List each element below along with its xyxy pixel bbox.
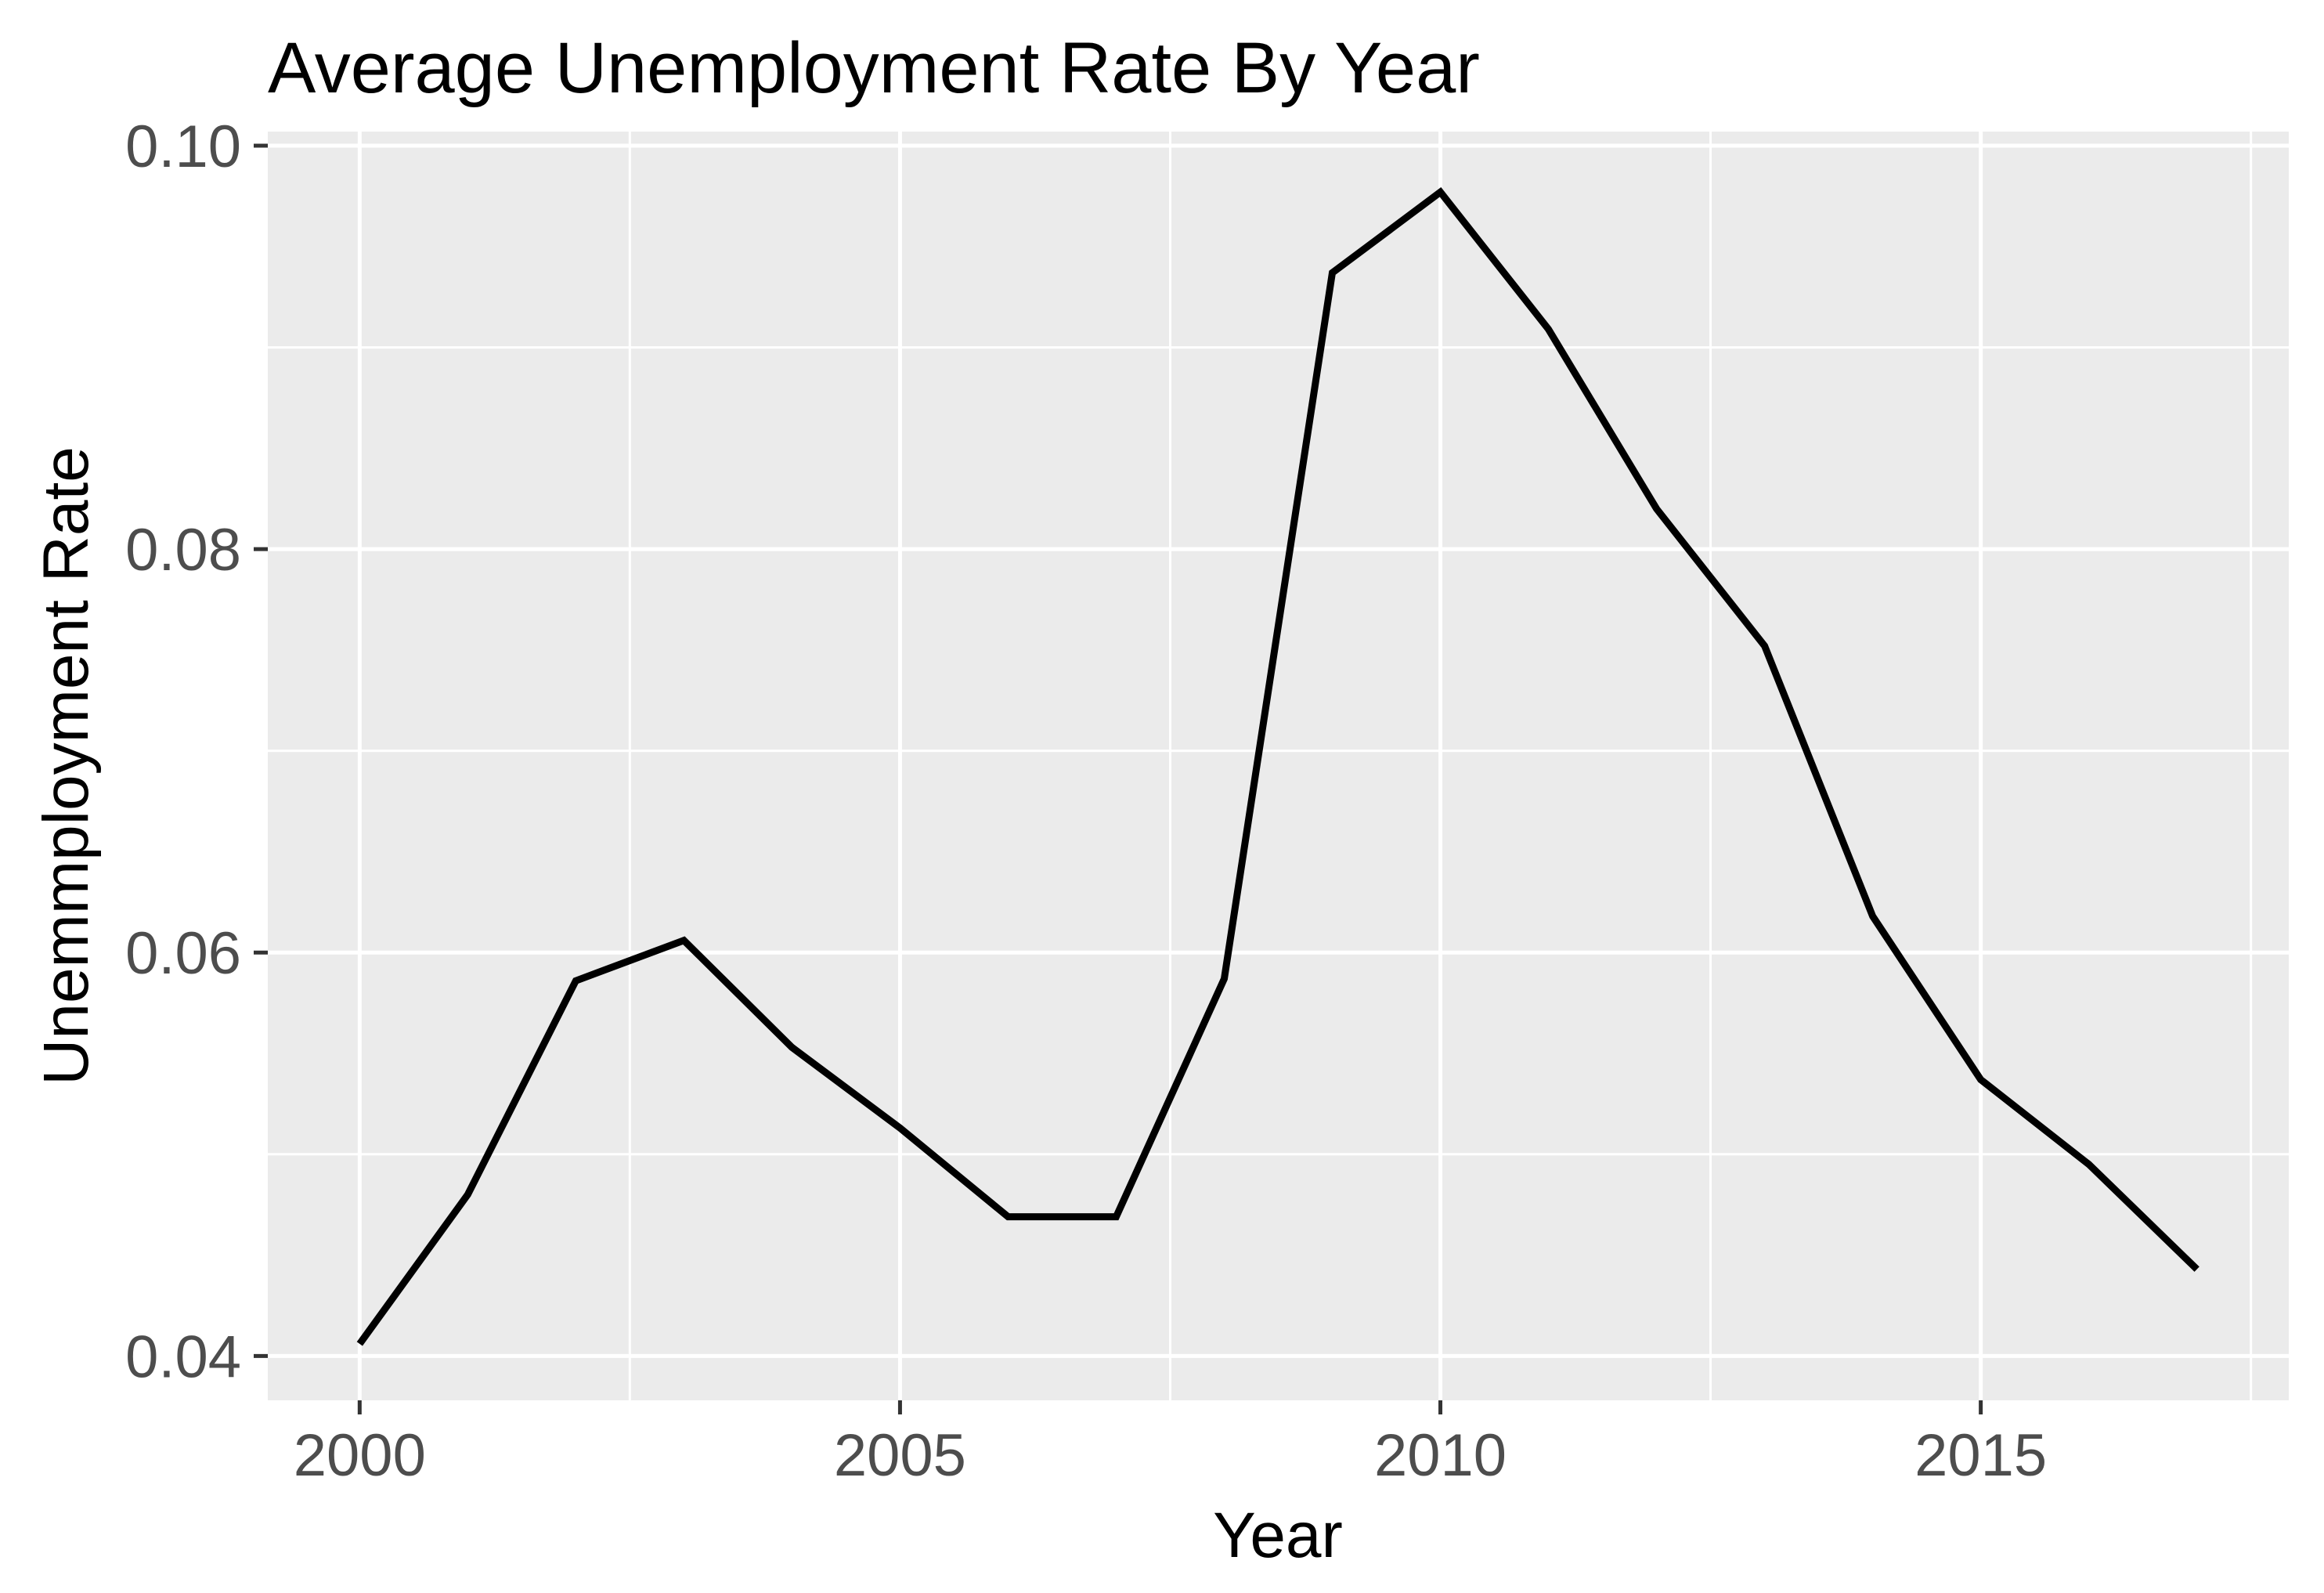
minor-gridlines bbox=[268, 132, 2289, 1400]
y-axis-tick-labels: 0.04 0.06 0.08 0.10 bbox=[125, 114, 241, 1390]
y-axis-tick-marks bbox=[254, 143, 268, 1358]
x-tick-label: 2010 bbox=[1374, 1422, 1507, 1489]
y-tick-label: 0.10 bbox=[125, 114, 241, 180]
x-tick-label: 2000 bbox=[294, 1422, 426, 1489]
major-gridlines bbox=[268, 132, 2289, 1400]
x-axis-tick-marks bbox=[357, 1400, 1983, 1414]
y-tick-label: 0.04 bbox=[125, 1324, 241, 1390]
x-tick-label: 2005 bbox=[834, 1422, 966, 1489]
x-axis-title: Year bbox=[1213, 1500, 1343, 1571]
x-axis-tick-labels: 2000 2005 2010 2015 bbox=[294, 1422, 2047, 1489]
unemployment-rate-line bbox=[356, 187, 2200, 1346]
plot-panel bbox=[268, 132, 2289, 1400]
y-tick-label: 0.06 bbox=[125, 920, 241, 987]
chart-title: Average Unemployment Rate By Year bbox=[268, 28, 1480, 108]
y-tick-label: 0.08 bbox=[125, 517, 241, 583]
x-tick-label: 2015 bbox=[1914, 1422, 2047, 1489]
y-axis-title: Unemmployment Rate bbox=[31, 446, 102, 1085]
